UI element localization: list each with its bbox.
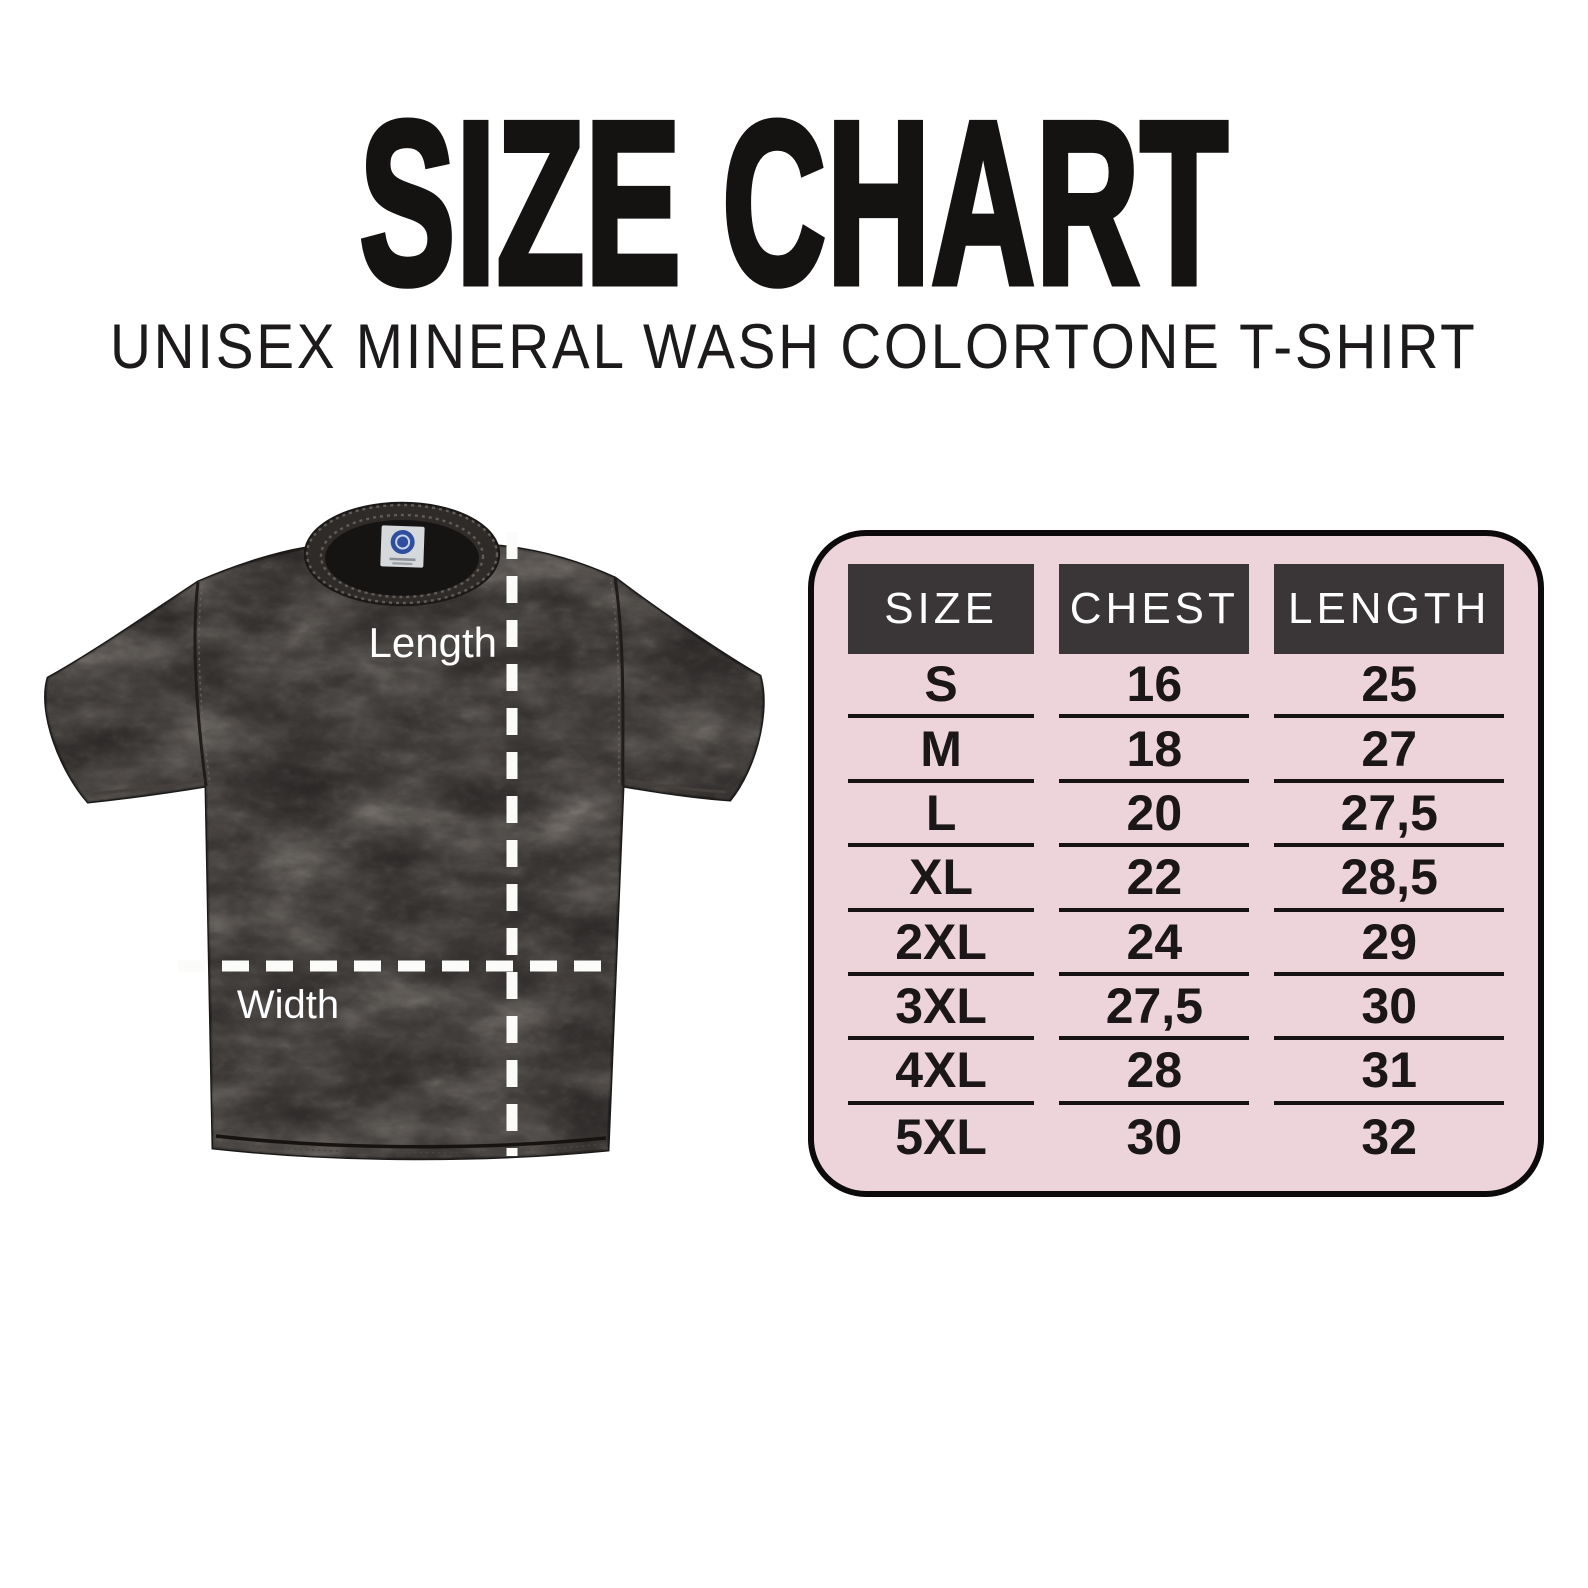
size-table-card: SIZE CHEST LENGTH S 16 25 M 18 27 L 20 2… <box>808 530 1544 1197</box>
chest-cell: 30 <box>1126 1108 1183 1165</box>
size-cell: M <box>848 718 1035 783</box>
page-title: SIZE CHART <box>0 74 1588 333</box>
chest-cell: 24 <box>1059 912 1250 976</box>
size-cell: 3XL <box>848 976 1035 1041</box>
table-row: 2XL 24 29 <box>848 912 1504 976</box>
tshirt-graphic: Length Width <box>44 501 765 1161</box>
length-cell: 30 <box>1274 976 1504 1041</box>
neck-tag <box>380 525 425 568</box>
width-label: Width <box>237 983 339 1027</box>
size-cell: 2XL <box>848 912 1035 976</box>
page-subtitle-text: UNISEX MINERAL WASH COLORTONE T-SHIRT <box>110 312 1478 382</box>
length-cell: 28,5 <box>1274 847 1504 912</box>
table-row: M 18 27 <box>848 718 1504 783</box>
size-cell: 5XL <box>895 1108 987 1165</box>
page-title-text: SIZE CHART <box>357 74 1230 333</box>
chest-cell: 20 <box>1059 783 1250 848</box>
chest-cell: 22 <box>1059 847 1250 912</box>
length-cell: 32 <box>1361 1108 1418 1165</box>
table-row: 5XL 30 32 <box>848 1105 1504 1169</box>
table-header-row: SIZE CHEST LENGTH <box>848 564 1504 654</box>
table-row: L 20 27,5 <box>848 783 1504 848</box>
chest-cell: 18 <box>1059 718 1250 783</box>
tshirt-silhouette: Length Width <box>44 501 765 1161</box>
size-cell: 4XL <box>848 1040 1035 1105</box>
size-cell: L <box>848 783 1035 848</box>
length-cell: 31 <box>1274 1040 1504 1105</box>
size-cell: S <box>848 654 1035 719</box>
column-header-size: SIZE <box>848 564 1035 654</box>
column-header-length: LENGTH <box>1274 564 1504 654</box>
tshirt-measurement-diagram: Length Width <box>30 450 780 1180</box>
table-row: S 16 25 <box>848 654 1504 719</box>
chest-cell: 16 <box>1059 654 1250 719</box>
length-label: Length <box>369 619 497 666</box>
length-cell: 29 <box>1274 912 1504 976</box>
table-row: 3XL 27,5 30 <box>848 976 1504 1041</box>
size-cell: XL <box>848 847 1035 912</box>
table-row: XL 22 28,5 <box>848 847 1504 912</box>
tshirt-collar <box>303 501 501 607</box>
length-cell: 27,5 <box>1274 783 1504 848</box>
length-cell: 27 <box>1274 718 1504 783</box>
chest-cell: 28 <box>1059 1040 1250 1105</box>
page-subtitle: UNISEX MINERAL WASH COLORTONE T-SHIRT <box>0 316 1588 379</box>
table-row: 4XL 28 31 <box>848 1040 1504 1105</box>
chest-cell: 27,5 <box>1059 976 1250 1041</box>
column-header-chest: CHEST <box>1059 564 1250 654</box>
tag-logo-icon <box>390 530 415 555</box>
length-cell: 25 <box>1274 654 1504 719</box>
